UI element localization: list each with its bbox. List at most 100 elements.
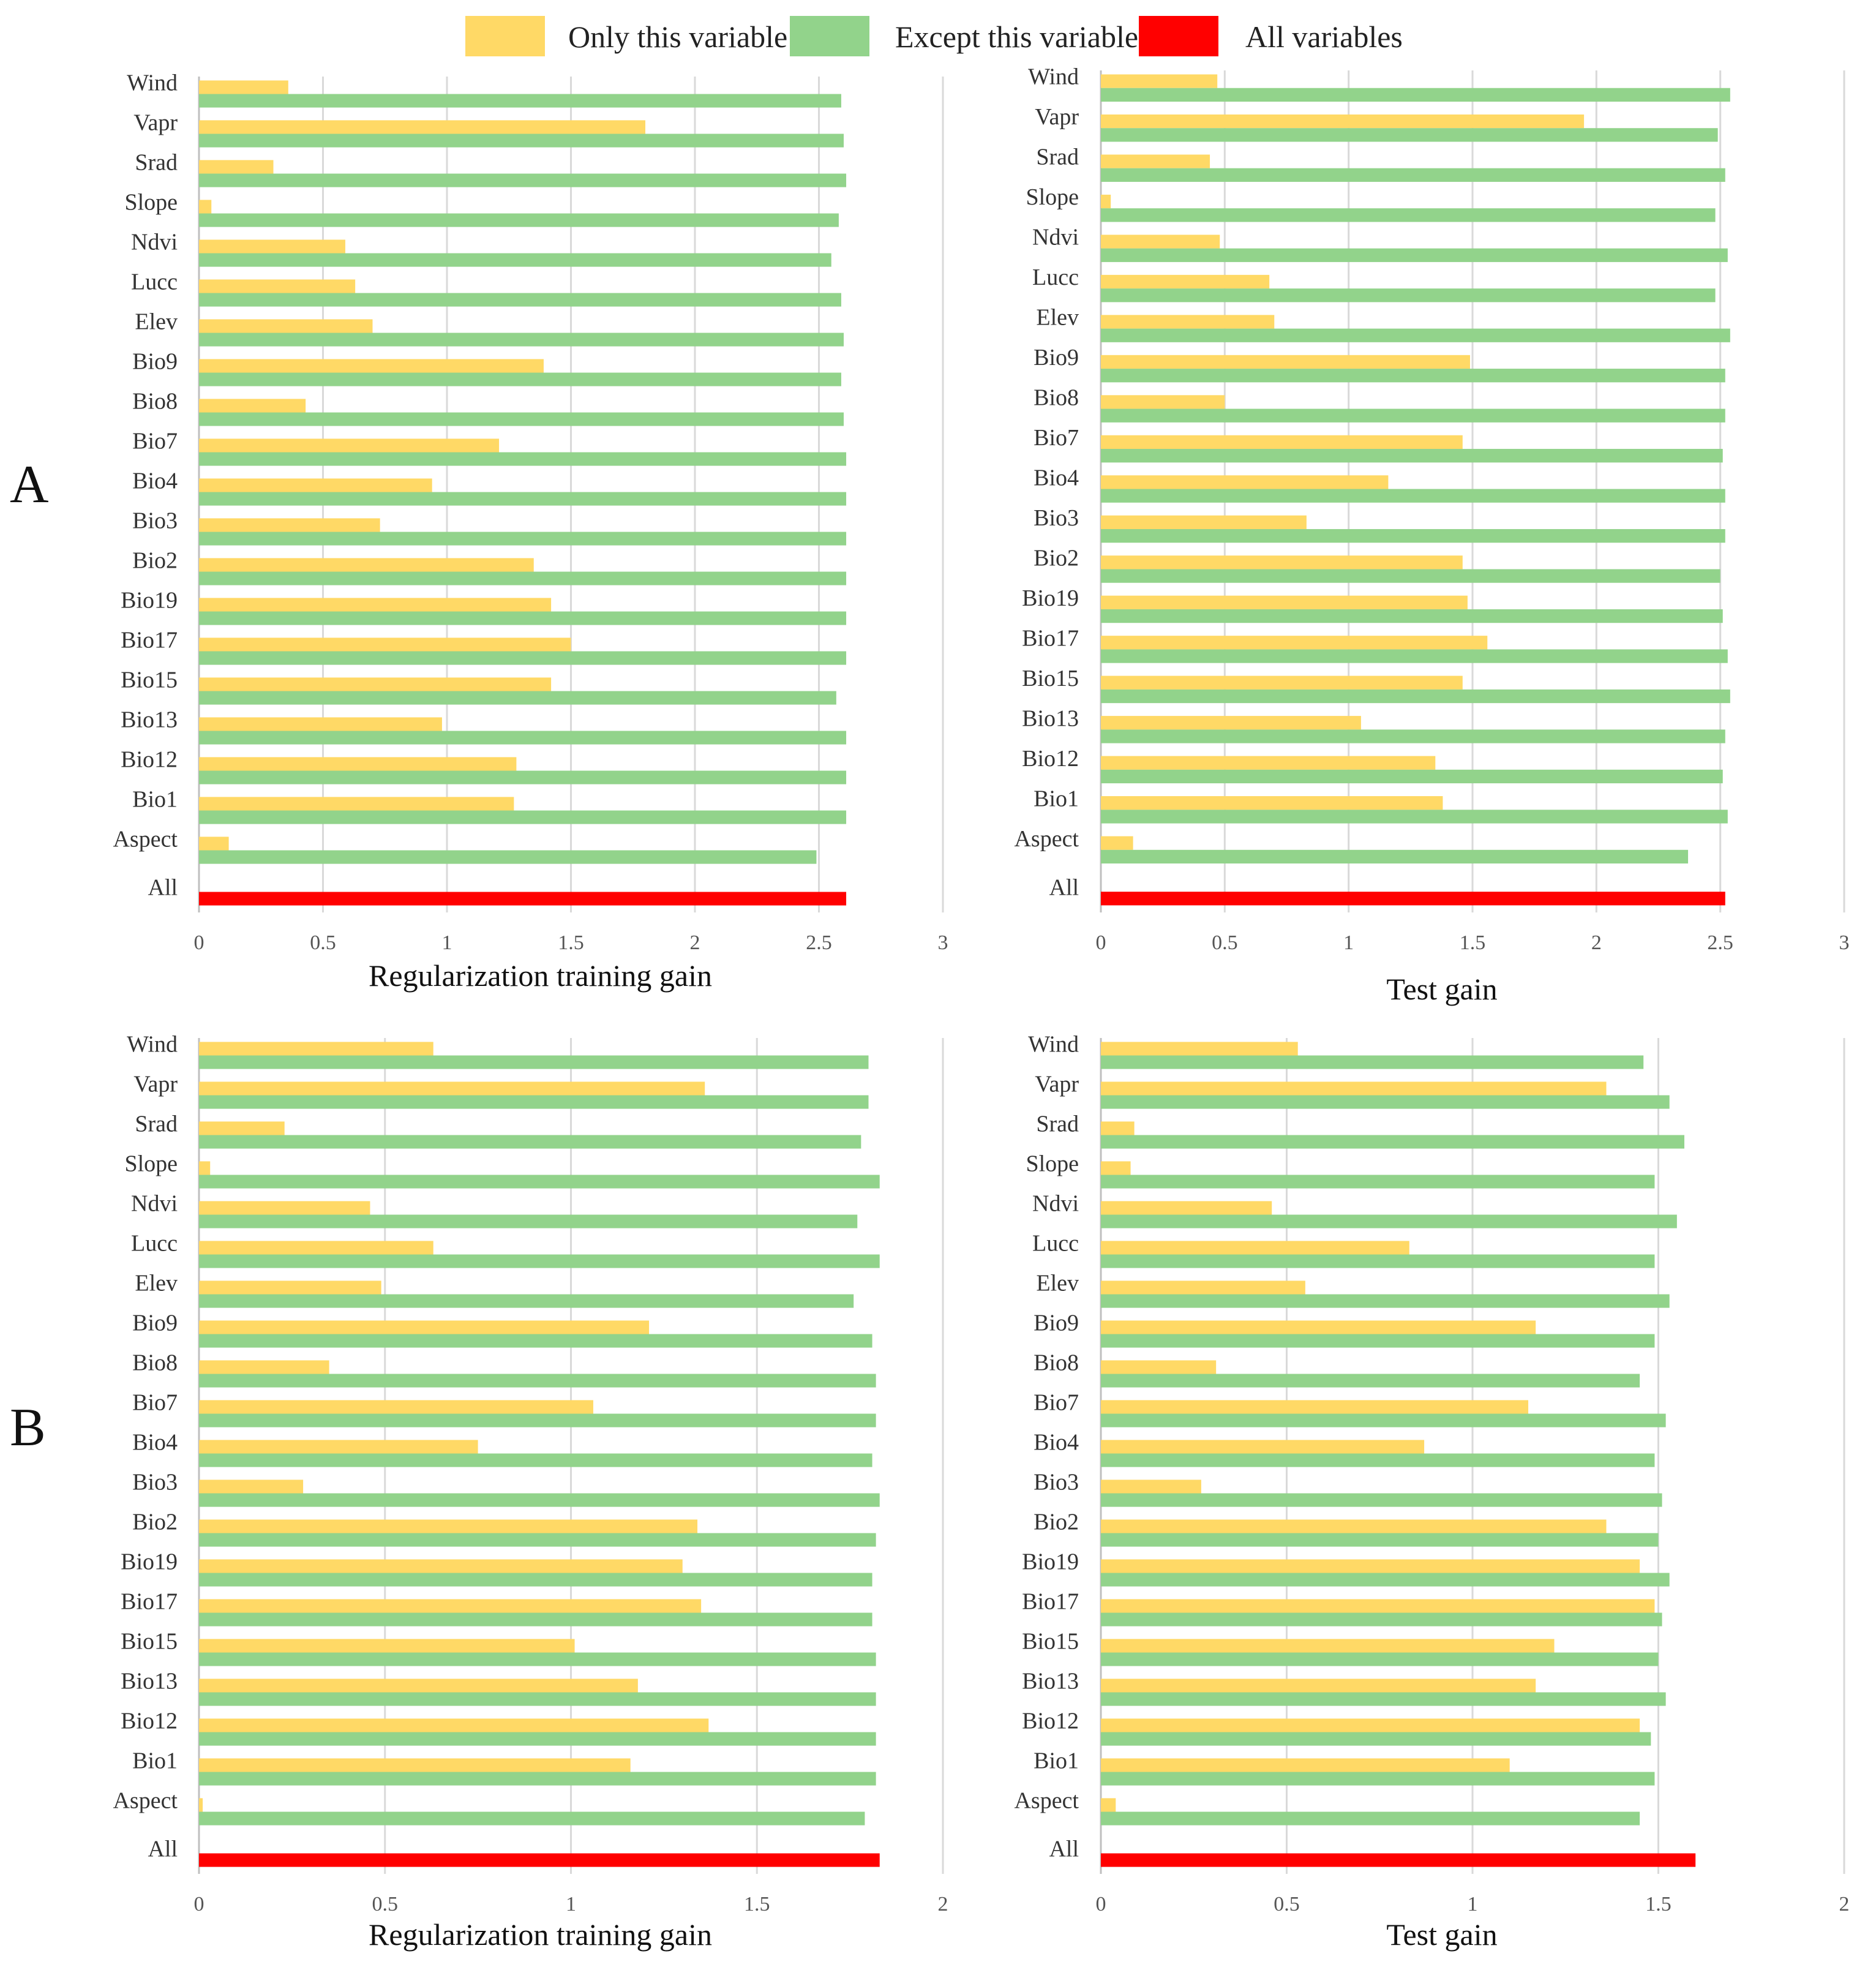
category-label: Ndvi	[1032, 1191, 1079, 1217]
bar-except-this-variable	[1101, 1214, 1677, 1228]
bar-only-this-variable	[1101, 515, 1307, 529]
category-label: Vapr	[133, 1072, 178, 1097]
bar-except-this-variable	[1101, 1772, 1655, 1786]
bar-only-this-variable	[1101, 1519, 1607, 1533]
bar-only-this-variable	[199, 1400, 593, 1414]
bar-except-this-variable	[1101, 128, 1718, 142]
bar-all-variables	[1101, 892, 1725, 906]
bar-only-this-variable	[199, 279, 356, 293]
category-label: Vapr	[133, 110, 178, 136]
bar-only-this-variable	[1101, 355, 1470, 369]
category-label: Aspect	[1014, 1788, 1079, 1814]
x-tick-label: 2.5	[1707, 931, 1733, 954]
bar-only-this-variable	[199, 319, 373, 333]
bar-only-this-variable	[1101, 1718, 1640, 1732]
bar-except-this-variable	[1101, 1413, 1666, 1427]
category-label: Bio1	[132, 787, 178, 813]
bar-except-this-variable	[199, 770, 847, 784]
bar-except-this-variable	[199, 1334, 872, 1348]
bar-only-this-variable	[199, 239, 345, 254]
bar-except-this-variable	[199, 1175, 880, 1189]
bar-except-this-variable	[1101, 1334, 1655, 1348]
bar-except-this-variable	[199, 1055, 869, 1069]
x-tick-label: 1	[442, 931, 452, 954]
category-label: Slope	[124, 190, 178, 216]
category-label: Bio3	[132, 508, 178, 534]
bar-only-this-variable	[1101, 315, 1275, 329]
bar-only-this-variable	[199, 1758, 631, 1772]
bar-except-this-variable	[199, 1493, 880, 1507]
bar-all-variables	[199, 892, 847, 906]
x-tick-label: 1.5	[1645, 1893, 1672, 1916]
bar-except-this-variable	[1101, 1493, 1662, 1507]
x-tick-label: 0.5	[310, 931, 336, 954]
category-label: Bio4	[132, 1430, 178, 1456]
bar-only-this-variable	[199, 1280, 381, 1295]
bar-only-this-variable	[1101, 1798, 1116, 1812]
bar-only-this-variable	[1101, 1241, 1409, 1255]
category-label: Bio15	[121, 1629, 178, 1655]
category-label: Slope	[1026, 184, 1079, 210]
bar-only-this-variable	[1101, 435, 1463, 449]
bar-except-this-variable	[1101, 248, 1728, 262]
x-tick-label: 0.5	[1274, 1893, 1300, 1916]
legend-label-all: All variables	[1245, 20, 1403, 54]
category-label: Bio13	[1022, 1669, 1079, 1694]
bar-only-this-variable	[1101, 114, 1585, 129]
bar-except-this-variable	[1101, 408, 1725, 423]
category-label: Vapr	[1035, 104, 1079, 130]
panel-label-a: A	[10, 455, 49, 514]
bar-only-this-variable	[199, 1201, 370, 1215]
x-tick-label: 0	[194, 931, 204, 954]
bar-except-this-variable	[1101, 810, 1728, 824]
bar-except-this-variable	[199, 293, 841, 307]
bar-except-this-variable	[1101, 1095, 1670, 1109]
category-label: Srad	[135, 150, 178, 176]
bar-only-this-variable	[1101, 1201, 1272, 1215]
x-tick-label: 0.5	[1212, 931, 1238, 954]
x-tick-label: 1	[566, 1893, 576, 1916]
bar-only-this-variable	[199, 1241, 433, 1255]
bar-except-this-variable	[1101, 609, 1723, 623]
category-label: Aspect	[113, 827, 178, 852]
category-label: Bio19	[1022, 1549, 1079, 1575]
legend-label-only: Only this variable	[568, 20, 788, 54]
bar-except-this-variable	[1101, 1374, 1640, 1388]
bar-only-this-variable	[199, 1559, 683, 1573]
bar-only-this-variable	[199, 1519, 698, 1533]
bar-only-this-variable	[1101, 74, 1218, 88]
bar-only-this-variable	[199, 399, 306, 413]
x-tick-label: 1.5	[1460, 931, 1486, 954]
x-axis-title: Regularization training gain	[369, 958, 712, 993]
category-label: Bio4	[1034, 465, 1079, 491]
bar-except-this-variable	[1101, 88, 1730, 102]
category-label: Bio15	[1022, 1629, 1079, 1655]
category-label-all: All	[1049, 1837, 1079, 1862]
category-label: Bio7	[132, 429, 178, 454]
bar-except-this-variable	[199, 611, 847, 625]
category-label: Bio12	[121, 1709, 178, 1734]
category-label: Lucc	[131, 1231, 178, 1257]
bar-only-this-variable	[199, 677, 552, 691]
x-axis-title: Regularization training gain	[369, 1917, 712, 1952]
bar-only-this-variable	[1101, 595, 1468, 609]
bar-except-this-variable	[1101, 489, 1725, 503]
category-label: Lucc	[1032, 265, 1079, 290]
bar-only-this-variable	[1101, 274, 1270, 289]
bar-except-this-variable	[1101, 369, 1725, 383]
bar-except-this-variable	[199, 532, 847, 546]
bar-except-this-variable	[1101, 1135, 1684, 1149]
category-label: Bio9	[1034, 1311, 1079, 1336]
category-label: Bio7	[132, 1390, 178, 1416]
bar-except-this-variable	[199, 1772, 876, 1786]
bar-only-this-variable	[199, 478, 432, 492]
category-label: Srad	[135, 1111, 178, 1137]
bar-except-this-variable	[1101, 1533, 1659, 1547]
bar-only-this-variable	[199, 438, 500, 453]
category-label-all: All	[148, 1837, 178, 1862]
category-label: Bio4	[132, 468, 178, 494]
category-label: Bio8	[132, 1350, 178, 1376]
legend-label-except: Except this variable	[895, 20, 1139, 54]
